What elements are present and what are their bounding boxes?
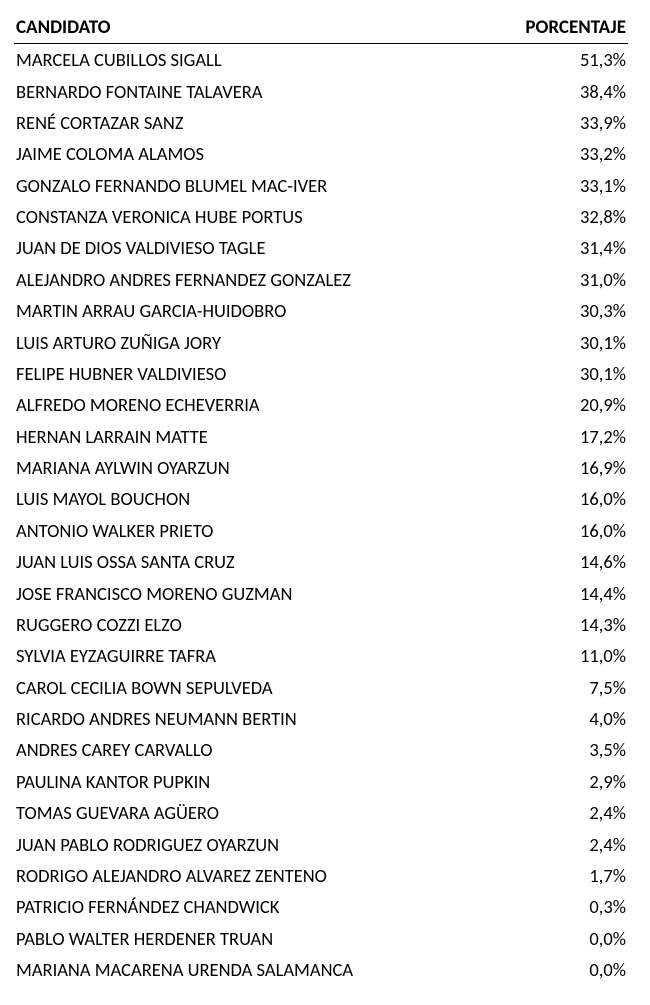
table-row: PAULINA KANTOR PUPKIN2,9% [14, 766, 628, 797]
table-row: RICARDO ANDRES NEUMANN BERTIN4,0% [14, 703, 628, 734]
candidate-percent: 2,9% [484, 766, 628, 797]
candidate-name: MARIANA MACARENA URENDA SALAMANCA [14, 954, 484, 985]
candidate-percent: 31,0% [484, 264, 628, 295]
table-row: MARIANA AYLWIN OYARZUN16,9% [14, 452, 628, 483]
table-row: GONZALO FERNANDO BLUMEL MAC-IVER33,1% [14, 170, 628, 201]
candidate-name: ANDRES CAREY CARVALLO [14, 734, 484, 765]
candidate-percent: 14,6% [484, 546, 628, 577]
candidate-percent: 7,5% [484, 672, 628, 703]
candidate-name: LUIS ARTURO ZUÑIGA JORY [14, 326, 484, 357]
table-row: PABLO WALTER HERDENER TRUAN0,0% [14, 923, 628, 954]
candidate-percent: 0,0% [484, 954, 628, 985]
table-row: PATRICIO FERNÁNDEZ CHANDWICK0,3% [14, 891, 628, 922]
candidate-name: MARIANA AYLWIN OYARZUN [14, 452, 484, 483]
table-row: RUGGERO COZZI ELZO14,3% [14, 609, 628, 640]
candidate-name: TOMAS GUEVARA AGÜERO [14, 797, 484, 828]
table-row: ANTONIO WALKER PRIETO16,0% [14, 515, 628, 546]
candidate-percent: 2,4% [484, 828, 628, 859]
candidate-name: PAULINA KANTOR PUPKIN [14, 766, 484, 797]
candidate-name: MARTIN ARRAU GARCIA-HUIDOBRO [14, 295, 484, 326]
table-row: CAROL CECILIA BOWN SEPULVEDA7,5% [14, 672, 628, 703]
candidate-name: RICARDO ANDRES NEUMANN BERTIN [14, 703, 484, 734]
table-row: MARCELA CUBILLOS SIGALL51,3% [14, 44, 628, 76]
table-row: MARIANA MACARENA URENDA SALAMANCA0,0% [14, 954, 628, 985]
table-row: CONSTANZA VERONICA HUBE PORTUS32,8% [14, 201, 628, 232]
candidate-percent: 16,9% [484, 452, 628, 483]
candidate-percent: 3,5% [484, 734, 628, 765]
candidate-name: MARCELA CUBILLOS SIGALL [14, 44, 484, 76]
candidate-percent: 16,0% [484, 515, 628, 546]
table-row: ALFREDO MORENO ECHEVERRIA20,9% [14, 389, 628, 420]
table-row: FELIPE HUBNER VALDIVIESO30,1% [14, 358, 628, 389]
table-row: LUIS ARTURO ZUÑIGA JORY30,1% [14, 326, 628, 357]
candidate-percent: 0,3% [484, 891, 628, 922]
candidate-percent: 11,0% [484, 640, 628, 671]
candidate-percent: 33,9% [484, 107, 628, 138]
candidate-name: HERNAN LARRAIN MATTE [14, 421, 484, 452]
candidate-percent: 51,3% [484, 44, 628, 76]
candidate-name: PABLO WALTER HERDENER TRUAN [14, 923, 484, 954]
candidate-name: RODRIGO ALEJANDRO ALVAREZ ZENTENO [14, 860, 484, 891]
candidate-name: GONZALO FERNANDO BLUMEL MAC-IVER [14, 170, 484, 201]
candidate-name: ALFREDO MORENO ECHEVERRIA [14, 389, 484, 420]
candidate-name: BERNARDO FONTAINE TALAVERA [14, 75, 484, 106]
candidate-percent: 30,3% [484, 295, 628, 326]
candidate-name: JAIME COLOMA ALAMOS [14, 138, 484, 169]
candidate-name: CONSTANZA VERONICA HUBE PORTUS [14, 201, 484, 232]
table-row: HERNAN LARRAIN MATTE17,2% [14, 421, 628, 452]
candidate-name: RENÉ CORTAZAR SANZ [14, 107, 484, 138]
header-percent: PORCENTAJE [484, 12, 628, 44]
table-row: BERNARDO FONTAINE TALAVERA38,4% [14, 75, 628, 106]
table-header-row: CANDIDATO PORCENTAJE [14, 12, 628, 44]
table-container: CANDIDATO PORCENTAJE MARCELA CUBILLOS SI… [0, 0, 650, 1005]
table-row: TOMAS GUEVARA AGÜERO2,4% [14, 797, 628, 828]
candidates-table: CANDIDATO PORCENTAJE MARCELA CUBILLOS SI… [14, 12, 628, 985]
table-row: RENÉ CORTAZAR SANZ33,9% [14, 107, 628, 138]
table-row: JUAN PABLO RODRIGUEZ OYARZUN2,4% [14, 828, 628, 859]
candidate-name: JOSE FRANCISCO MORENO GUZMAN [14, 577, 484, 608]
candidate-percent: 31,4% [484, 232, 628, 263]
candidate-percent: 30,1% [484, 358, 628, 389]
candidate-percent: 20,9% [484, 389, 628, 420]
candidate-name: JUAN PABLO RODRIGUEZ OYARZUN [14, 828, 484, 859]
candidate-name: PATRICIO FERNÁNDEZ CHANDWICK [14, 891, 484, 922]
candidate-name: LUIS MAYOL BOUCHON [14, 483, 484, 514]
candidate-percent: 38,4% [484, 75, 628, 106]
candidate-percent: 14,3% [484, 609, 628, 640]
candidate-name: SYLVIA EYZAGUIRRE TAFRA [14, 640, 484, 671]
candidate-percent: 30,1% [484, 326, 628, 357]
candidate-percent: 2,4% [484, 797, 628, 828]
candidate-percent: 32,8% [484, 201, 628, 232]
candidate-percent: 1,7% [484, 860, 628, 891]
candidate-name: JUAN LUIS OSSA SANTA CRUZ [14, 546, 484, 577]
candidate-percent: 33,2% [484, 138, 628, 169]
candidate-name: CAROL CECILIA BOWN SEPULVEDA [14, 672, 484, 703]
table-row: LUIS MAYOL BOUCHON16,0% [14, 483, 628, 514]
table-row: JUAN DE DIOS VALDIVIESO TAGLE31,4% [14, 232, 628, 263]
candidate-percent: 4,0% [484, 703, 628, 734]
table-row: SYLVIA EYZAGUIRRE TAFRA11,0% [14, 640, 628, 671]
table-row: ANDRES CAREY CARVALLO3,5% [14, 734, 628, 765]
table-row: ALEJANDRO ANDRES FERNANDEZ GONZALEZ31,0% [14, 264, 628, 295]
candidate-percent: 0,0% [484, 923, 628, 954]
candidate-name: ANTONIO WALKER PRIETO [14, 515, 484, 546]
table-row: RODRIGO ALEJANDRO ALVAREZ ZENTENO1,7% [14, 860, 628, 891]
table-row: JUAN LUIS OSSA SANTA CRUZ14,6% [14, 546, 628, 577]
candidate-percent: 16,0% [484, 483, 628, 514]
header-candidate: CANDIDATO [14, 12, 484, 44]
candidate-name: RUGGERO COZZI ELZO [14, 609, 484, 640]
candidate-percent: 14,4% [484, 577, 628, 608]
table-row: JAIME COLOMA ALAMOS33,2% [14, 138, 628, 169]
candidate-name: ALEJANDRO ANDRES FERNANDEZ GONZALEZ [14, 264, 484, 295]
candidate-percent: 33,1% [484, 170, 628, 201]
candidate-name: FELIPE HUBNER VALDIVIESO [14, 358, 484, 389]
table-row: MARTIN ARRAU GARCIA-HUIDOBRO30,3% [14, 295, 628, 326]
candidate-percent: 17,2% [484, 421, 628, 452]
candidate-name: JUAN DE DIOS VALDIVIESO TAGLE [14, 232, 484, 263]
table-row: JOSE FRANCISCO MORENO GUZMAN14,4% [14, 577, 628, 608]
